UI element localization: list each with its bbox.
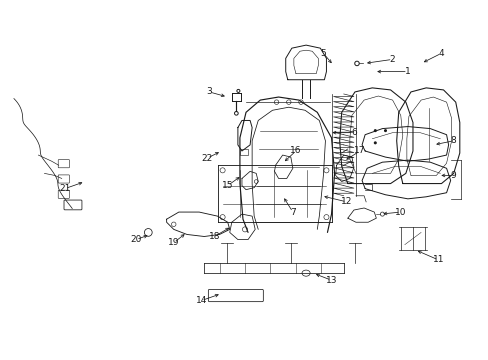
Text: 10: 10 <box>394 208 406 217</box>
Text: 12: 12 <box>341 197 352 206</box>
Circle shape <box>383 129 386 132</box>
Text: 21: 21 <box>59 184 70 193</box>
Text: 20: 20 <box>130 235 142 244</box>
Text: 9: 9 <box>450 171 456 180</box>
Text: 17: 17 <box>354 147 365 156</box>
Text: 22: 22 <box>202 154 213 163</box>
Text: 18: 18 <box>208 232 220 241</box>
Text: 8: 8 <box>450 136 456 145</box>
Text: 15: 15 <box>222 181 233 190</box>
Text: 13: 13 <box>325 276 337 285</box>
Text: 2: 2 <box>389 55 395 64</box>
Circle shape <box>373 129 376 132</box>
Text: 7: 7 <box>289 208 295 217</box>
Text: 14: 14 <box>195 296 206 305</box>
Text: 3: 3 <box>206 87 212 96</box>
Text: 4: 4 <box>438 49 444 58</box>
Text: 5: 5 <box>320 49 325 58</box>
Bar <box>240 149 247 155</box>
Text: 16: 16 <box>289 147 301 156</box>
Text: 1: 1 <box>404 67 410 76</box>
Text: 19: 19 <box>168 238 179 247</box>
Text: 6: 6 <box>350 128 356 137</box>
Circle shape <box>373 141 376 144</box>
Text: 11: 11 <box>432 255 443 264</box>
